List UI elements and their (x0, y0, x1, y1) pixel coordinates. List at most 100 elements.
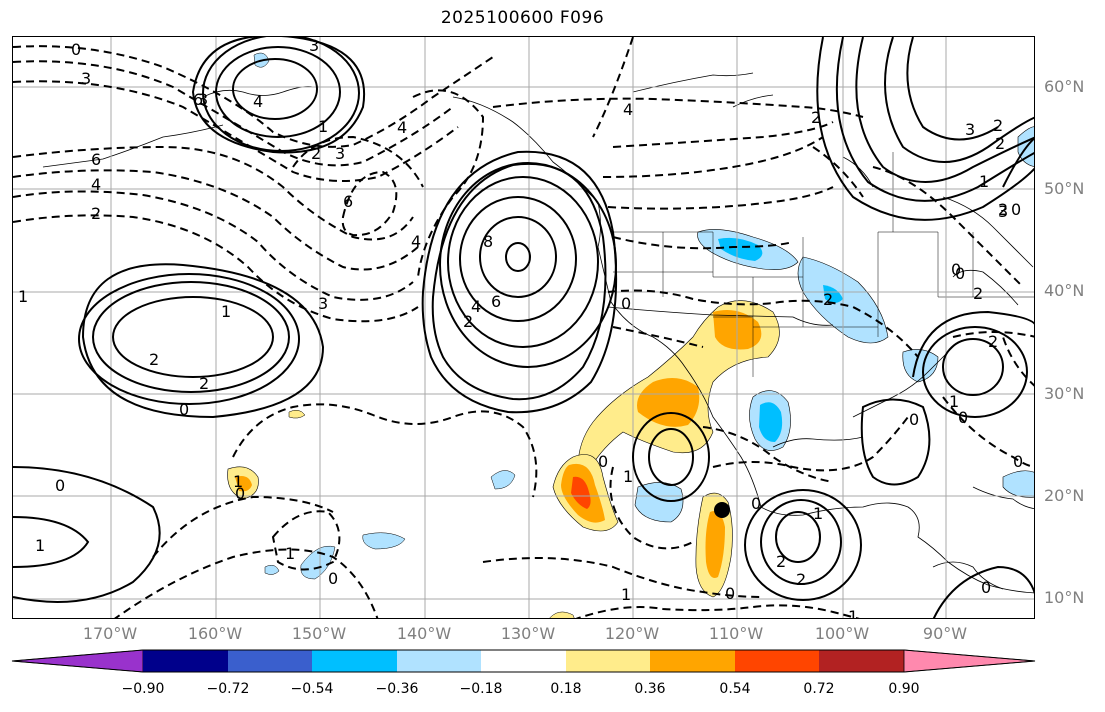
ne-contour-2 (835, 37, 1034, 202)
map-panel: 0 3 4 1 2 3 8 6 4 2 1 2 2 0 0 1 0 2 2 1 … (12, 36, 1035, 619)
fill-blue-east (823, 285, 843, 303)
contour-label: 1 (813, 504, 823, 523)
colorbar-tick: −0.90 (121, 681, 165, 697)
state-borders (613, 152, 1034, 377)
mex-low-contour-3 (744, 489, 862, 601)
location-marker (714, 502, 730, 518)
lat-label-10n: 10°N (1044, 588, 1085, 607)
high-center-contour-7 (421, 150, 618, 414)
east-contour-3 (912, 310, 1034, 378)
contour-label: 3 (335, 144, 345, 163)
colorbar-tick: 0.90 (888, 681, 920, 697)
contour-label: 0 (55, 476, 65, 495)
contour-label: 0 (958, 408, 968, 427)
fill-yellow-bottom (549, 611, 575, 618)
lon-label-130w: 130°W (500, 624, 556, 643)
colorbar-segment (397, 650, 481, 672)
contour-label: 0 (621, 294, 631, 313)
nw-high-contour-1 (232, 58, 318, 120)
contour-label: 0 (328, 569, 338, 588)
contour-label: 1 (18, 287, 28, 306)
contour-label: 2 (149, 350, 159, 369)
lon-label-150w: 150°W (291, 624, 347, 643)
fill-orange-small (235, 476, 252, 492)
fill-lightblue-lowcenter (634, 482, 684, 523)
contour-label: 3 (965, 120, 975, 139)
contour-label: 2 (199, 374, 209, 393)
contour-label: 6 (193, 90, 203, 109)
fill-yellow-tiny (288, 409, 306, 419)
west-high-contour-1 (112, 296, 274, 378)
sw-contour-2 (13, 516, 90, 568)
fill-lightblue-pac1 (490, 470, 516, 490)
ne-contour-5 (906, 37, 999, 141)
contour-label: 4 (411, 232, 421, 251)
contour-label: 1 (233, 472, 243, 491)
contour-label: 2 (998, 200, 1008, 219)
contour-label: 1 (979, 172, 989, 191)
fill-lightblue-east-coast (902, 349, 939, 383)
contour-label: 0 (751, 494, 761, 513)
colorbar-segment (11, 649, 144, 673)
lat-label-30n: 30°N (1044, 384, 1085, 403)
lon-label-110w: 110°W (708, 624, 764, 643)
colorbar-segment (312, 650, 397, 672)
ne-contour-1 (855, 37, 1034, 183)
contour-label: 1 (221, 302, 231, 321)
contour-label: 0 (909, 410, 919, 429)
contour-label: 3 (318, 294, 328, 313)
map-title: 2025100600 F096 (440, 8, 605, 28)
contour-label: 4 (397, 118, 407, 137)
contour-label: 0 (598, 452, 608, 471)
dash-6-ring (341, 170, 398, 237)
fill-lightblue-pac2 (362, 532, 406, 550)
contour-label: 2 (973, 284, 983, 303)
fill-lightblue-se (1002, 470, 1034, 498)
contour-label: 0 (951, 260, 961, 279)
gulf-zero-contour (860, 398, 931, 486)
contour-label: 2 (823, 290, 833, 309)
lon-label-160w: 160°W (187, 624, 243, 643)
lat-label-60n: 60°N (1044, 77, 1085, 96)
contour-label: 4 (91, 175, 101, 194)
contour-label: 0 (981, 578, 991, 597)
lon-label-120w: 120°W (604, 624, 660, 643)
contour-label: 6 (343, 192, 353, 211)
colorbar-segment (481, 650, 566, 672)
positive-anomaly-fill (227, 300, 780, 618)
contour-label: 3 (81, 69, 91, 88)
baja-low-contour-1 (648, 428, 694, 486)
colorbar-tick: −0.54 (290, 681, 334, 697)
lat-label-20n: 20°N (1044, 486, 1085, 505)
fill-blue-north (718, 237, 763, 261)
contour-label: 1 (285, 544, 295, 563)
nw-high-contour-3 (202, 37, 360, 152)
ne-contour-3 (816, 37, 1034, 221)
negative-anomaly-fill (253, 52, 1034, 580)
contour-label: 2 (311, 144, 321, 163)
contour-label: 2 (988, 332, 998, 351)
contour-label: 2 (776, 552, 786, 571)
east-contour-2 (922, 326, 1028, 418)
ne-low-contour (1002, 137, 1034, 188)
contour-label: 1 (949, 392, 959, 411)
contour-label: 6 (91, 150, 101, 169)
colorbar-tick: 0.72 (803, 681, 835, 697)
graticule (13, 37, 1034, 618)
east-contour-1 (942, 338, 1004, 396)
contour-label: 2 (796, 570, 806, 589)
contour-label: 0 (71, 40, 81, 59)
contour-label: 3 (198, 90, 208, 109)
colorbar-tick: −0.18 (459, 681, 503, 697)
contour-label: 2 (463, 312, 473, 331)
high-center-contour-3 (459, 196, 577, 322)
contour-label: 0 (955, 264, 965, 283)
se-contour (932, 565, 1034, 618)
colorbar-segment (143, 650, 228, 672)
fill-lightblue-pac4 (264, 564, 280, 575)
contour-label: 4 (471, 297, 481, 316)
colorbar-segment (903, 649, 1036, 673)
ne-contour-4 (884, 37, 1034, 163)
contour-label: 2 (91, 204, 101, 223)
contour-label: 2 (811, 108, 821, 127)
